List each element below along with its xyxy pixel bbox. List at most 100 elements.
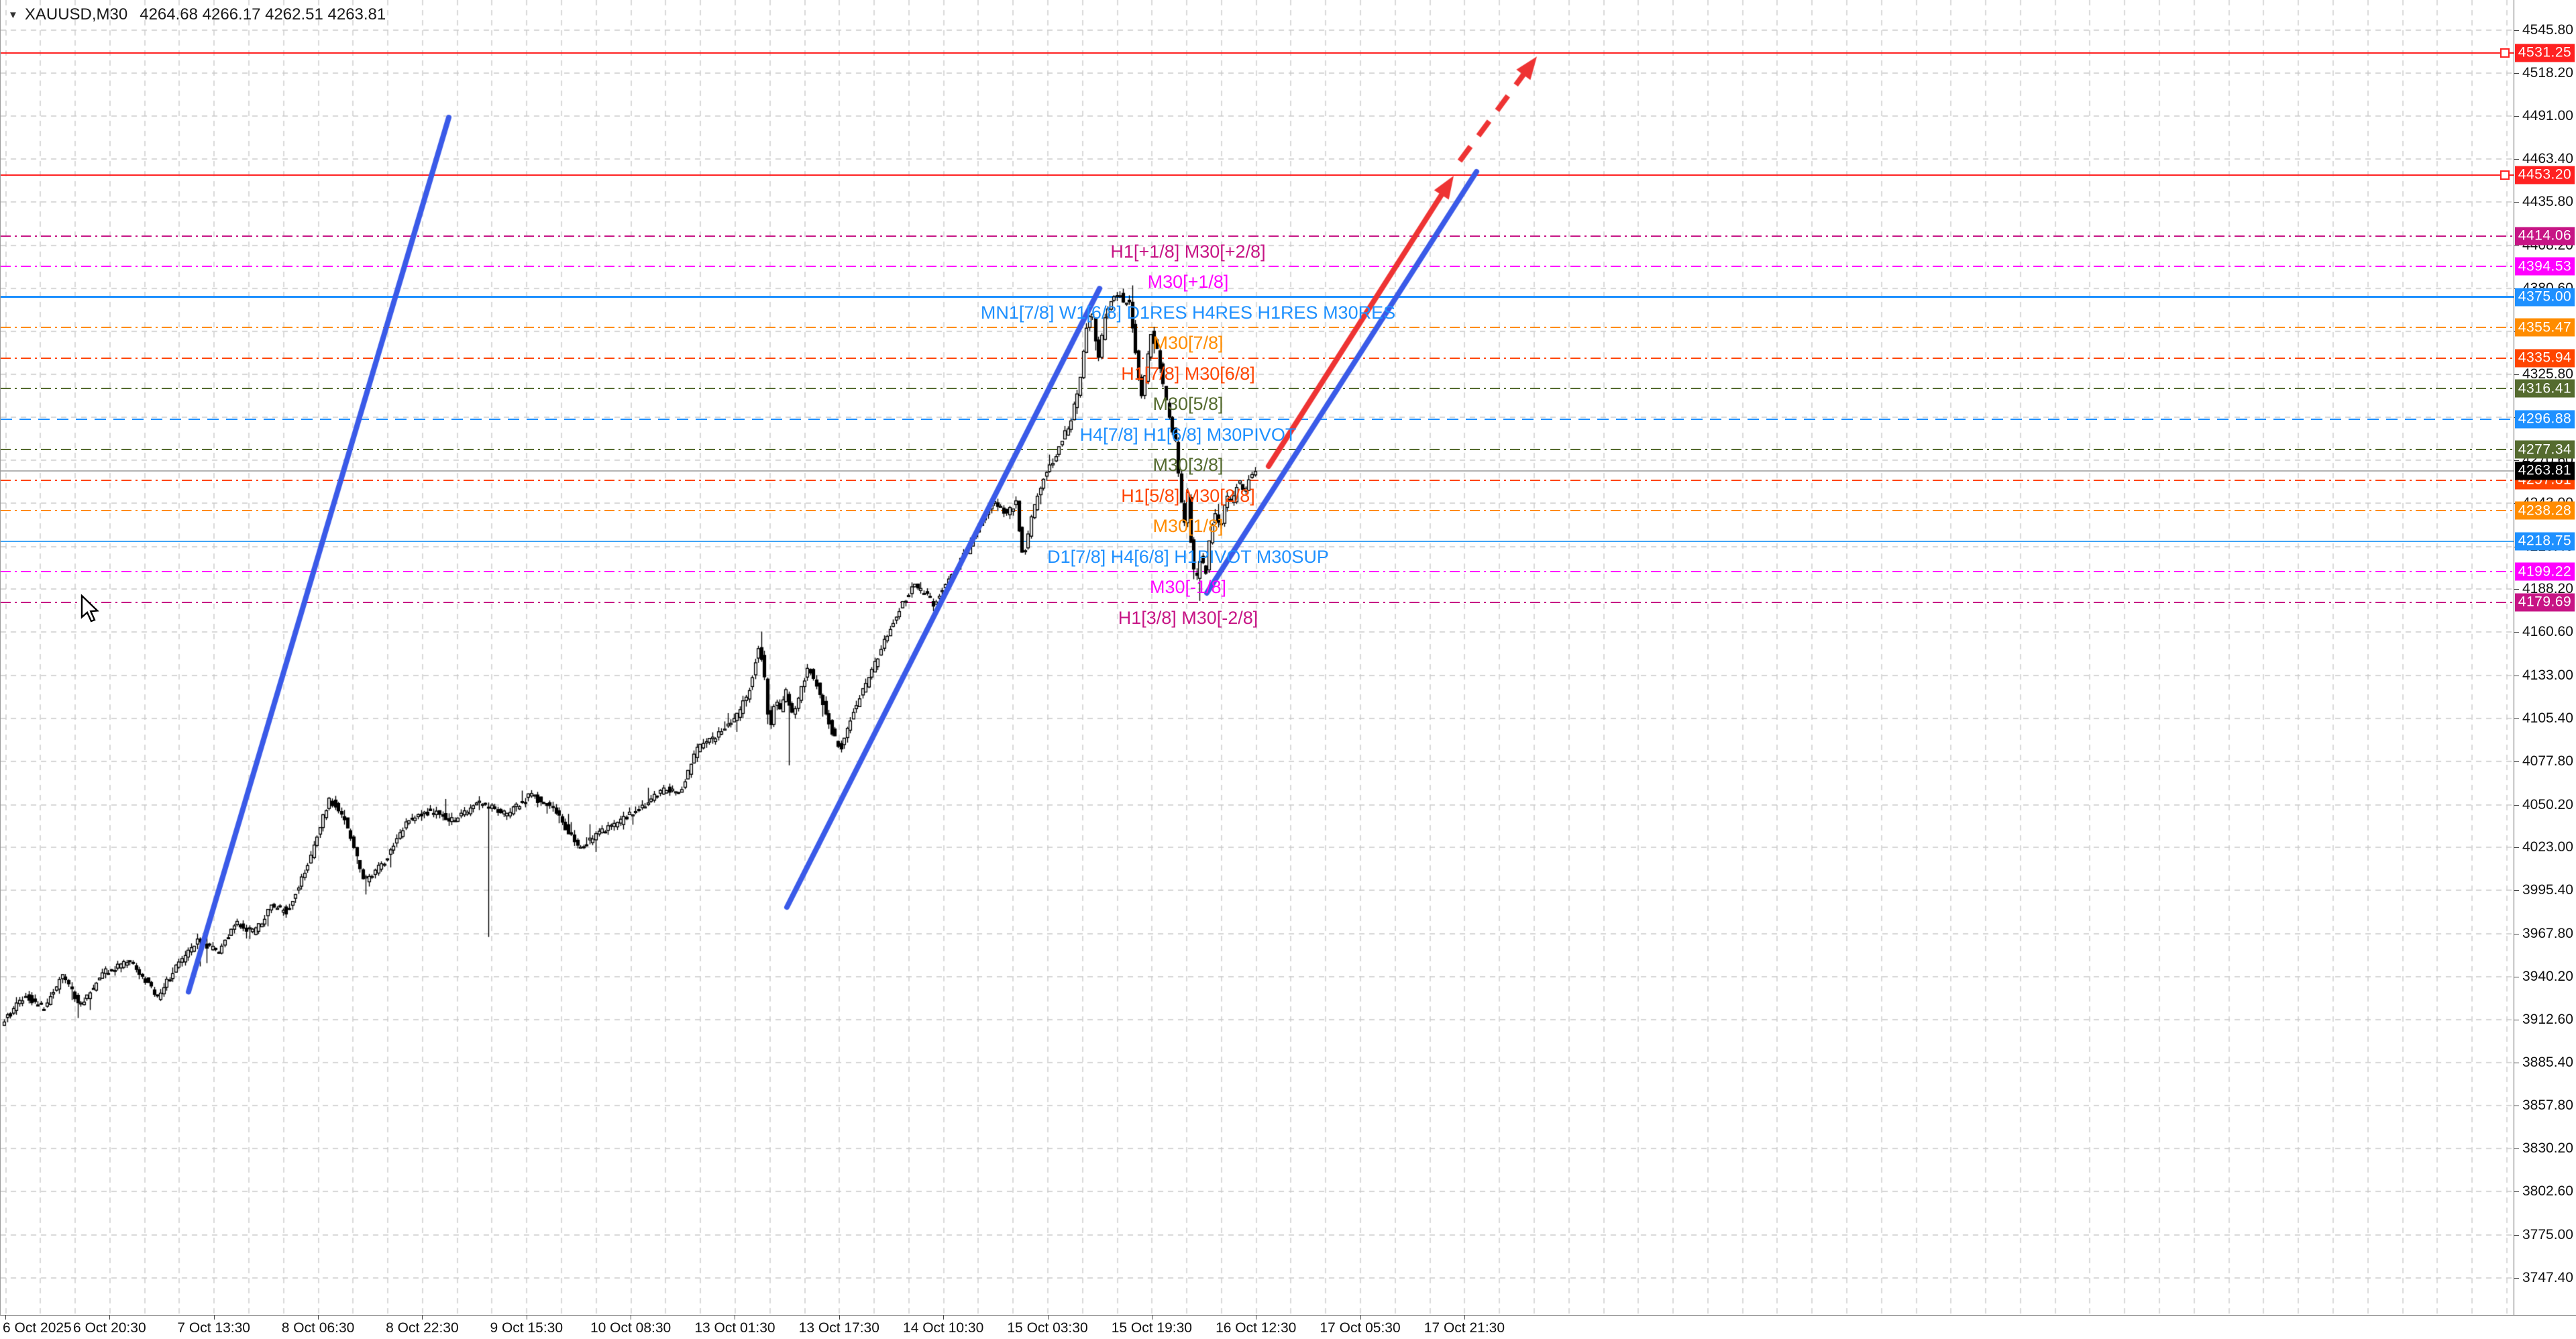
- time-axis[interactable]: 6 Oct 2025 6 Oct 20:30 7 Oct 13:30 8 Oct 06…: [0, 1315, 2576, 1339]
- time-tick: [318, 1315, 319, 1320]
- level-line-4355.47[interactable]: [1, 327, 2514, 329]
- time-tick-label: 17 Oct 21:30: [1424, 1320, 1505, 1336]
- price-tick-label: 4050.20: [2522, 796, 2573, 812]
- time-tick-label: 8 Oct 22:30: [386, 1320, 459, 1336]
- line-handle-icon[interactable]: [2500, 170, 2510, 180]
- price-level-badge: 4238.28: [2515, 501, 2575, 520]
- level-line-4277.34[interactable]: [1, 449, 2514, 451]
- price-tick-label: 3857.80: [2522, 1097, 2573, 1113]
- price-level-badge: 4355.47: [2515, 318, 2575, 337]
- price-tick: [2514, 718, 2519, 719]
- level-line-4335.94[interactable]: [1, 357, 2514, 359]
- price-tick-label: 4160.60: [2522, 624, 2573, 640]
- level-line-4375[interactable]: [1, 296, 2514, 299]
- time-tick: [5, 1315, 6, 1320]
- price-level-badge: 4316.41: [2515, 379, 2575, 398]
- price-tick-label: 4077.80: [2522, 753, 2573, 769]
- price-tick: [2514, 632, 2519, 633]
- price-tick-label: 4188.20: [2522, 581, 2573, 597]
- price-level-badge: 4199.22: [2515, 562, 2575, 581]
- price-level-badge: 4375.00: [2515, 288, 2575, 307]
- chevron-down-icon[interactable]: ▼: [8, 9, 18, 21]
- price-tick-label: 4325.80: [2522, 366, 2573, 382]
- level-line-4238.28[interactable]: [1, 510, 2514, 512]
- price-axis[interactable]: [2514, 0, 2576, 1315]
- time-tick: [422, 1315, 423, 1320]
- level-label: MN1[7/8] W1[6/8] D1RES H4RES H1RES M30RE…: [980, 302, 1396, 323]
- price-level-badge: 4531.25: [2515, 44, 2575, 62]
- ohlc-quote-label: 4264.68 4266.17 4262.51 4263.81: [140, 5, 386, 23]
- time-tick-label: 10 Oct 08:30: [590, 1320, 672, 1336]
- level-line-4414.06[interactable]: [1, 235, 2514, 237]
- price-level-badge: 4296.88: [2515, 410, 2575, 429]
- level-line-4394.53[interactable]: [1, 266, 2514, 268]
- price-tick: [2514, 159, 2519, 160]
- time-tick: [839, 1315, 840, 1320]
- time-tick-label: 13 Oct 17:30: [798, 1320, 879, 1336]
- price-level-badge: 4453.20: [2515, 166, 2575, 184]
- price-tick: [2514, 1148, 2519, 1149]
- time-tick-label: 6 Oct 2025: [3, 1320, 72, 1336]
- price-tick: [2514, 1191, 2519, 1192]
- time-tick: [109, 1315, 111, 1320]
- level-label: M30[1/8]: [1152, 516, 1224, 537]
- level-line-4257.81[interactable]: [1, 479, 2514, 481]
- time-tick-label: 13 Oct 01:30: [694, 1320, 775, 1336]
- time-tick: [943, 1315, 945, 1320]
- price-level-badge: 4394.53: [2515, 257, 2575, 276]
- line-handle-icon[interactable]: [2500, 48, 2510, 58]
- level-line-4316.41[interactable]: [1, 388, 2514, 390]
- level-line-4531.25[interactable]: [1, 52, 2514, 54]
- price-level-badge: 4179.69: [2515, 593, 2575, 612]
- price-tick-label: 3802.60: [2522, 1183, 2573, 1199]
- time-tick-label: 8 Oct 06:30: [281, 1320, 355, 1336]
- price-tick-label: 4491.00: [2522, 107, 2573, 123]
- level-line-4218.75[interactable]: [1, 540, 2514, 542]
- current-price-line[interactable]: [1, 470, 2514, 472]
- price-tick: [2514, 589, 2519, 590]
- level-label: M30[3/8]: [1152, 455, 1224, 476]
- level-label: M30[5/8]: [1152, 394, 1224, 415]
- level-label: M30[-1/8]: [1149, 577, 1227, 598]
- price-tick: [2514, 1235, 2519, 1236]
- price-level-badge: 4414.06: [2515, 227, 2575, 246]
- price-tick-label: 4435.80: [2522, 194, 2573, 210]
- price-tick: [2514, 761, 2519, 762]
- price-tick: [2514, 460, 2519, 461]
- mouse-cursor: [80, 594, 99, 623]
- level-line-4453.2[interactable]: [1, 174, 2514, 176]
- price-tick-label: 3940.20: [2522, 968, 2573, 984]
- chart-plot-area[interactable]: H1[+1/8] M30[+2/8] M30[+1/8] MN1[7/8] W1[6…: [0, 0, 2514, 1315]
- level-label: H1[5/8] M30[2/8]: [1121, 485, 1255, 506]
- level-line-4296.88[interactable]: [1, 418, 2514, 420]
- price-level-badge: 4277.34: [2515, 440, 2575, 459]
- price-tick: [2514, 890, 2519, 891]
- price-tick: [2514, 202, 2519, 203]
- grid-layer: [1, 0, 2514, 1315]
- price-tick-label: 3885.40: [2522, 1054, 2573, 1070]
- time-tick-label: 7 Oct 13:30: [177, 1320, 250, 1336]
- level-label: H1[+1/8] M30[+2/8]: [1110, 241, 1266, 262]
- price-tick: [2514, 374, 2519, 375]
- time-tick-label: 16 Oct 12:30: [1216, 1320, 1297, 1336]
- time-tick: [1464, 1315, 1465, 1320]
- level-line-4179.69[interactable]: [1, 601, 2514, 603]
- price-tick-label: 4545.80: [2522, 22, 2573, 38]
- price-tick: [2514, 30, 2519, 31]
- level-label: H1[3/8] M30[-2/8]: [1118, 607, 1258, 628]
- candles-and-objects-layer: [1, 0, 2514, 1315]
- level-label: D1[7/8] H4[6/8] H1PIVOT M30SUP: [1047, 546, 1329, 567]
- time-tick-label: 14 Oct 10:30: [903, 1320, 984, 1336]
- time-tick-label: 15 Oct 19:30: [1111, 1320, 1192, 1336]
- level-label: M30[7/8]: [1152, 333, 1224, 354]
- level-label: H1[7/8] M30[6/8]: [1121, 363, 1255, 384]
- price-tick: [2514, 805, 2519, 806]
- price-tick-label: 3747.40: [2522, 1270, 2573, 1286]
- time-tick: [213, 1315, 215, 1320]
- level-line-4199.22[interactable]: [1, 571, 2514, 573]
- time-tick-label: 15 Oct 03:30: [1007, 1320, 1088, 1336]
- price-tick-label: 3995.40: [2522, 882, 2573, 898]
- price-tick: [2514, 116, 2519, 117]
- price-tick-label: 4463.40: [2522, 150, 2573, 166]
